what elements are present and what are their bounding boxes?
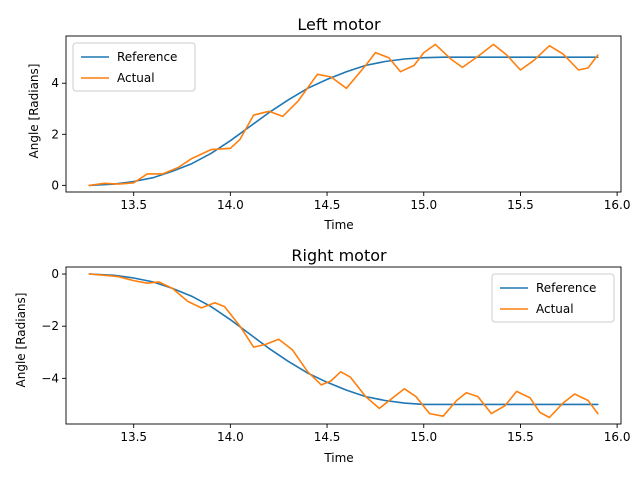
- chart-right-motor: Right motor 13.5 14.0 14.5 15.0 15.5 16.0 0 −2 −…: [14, 246, 630, 465]
- x-tick-label: 15.5: [507, 430, 534, 444]
- series-line-reference: [88, 273, 599, 406]
- plot-area: 13.5 14.0 14.5 15.0 15.5 16.0 0 2 4 Reference Actu…: [51, 35, 631, 212]
- chart-title: Left motor: [297, 15, 381, 34]
- x-tick-label: 14.5: [314, 430, 341, 444]
- x-tick-label: 15.0: [410, 198, 437, 212]
- legend-box: [491, 273, 615, 323]
- series-line-actual: [88, 43, 599, 187]
- chart-left-motor: Left motor 13.5 14.0 14.5 15.0 15.5 16.0 0 2 4 Re…: [27, 15, 630, 232]
- x-axis-label: Time: [323, 218, 353, 232]
- y-tick-label: 0: [51, 178, 59, 192]
- x-tick-label: 15.0: [410, 430, 437, 444]
- x-tick-label: 13.5: [120, 430, 147, 444]
- legend-label-reference: Reference: [117, 50, 177, 64]
- x-tick-label: 13.5: [120, 198, 147, 212]
- legend: Reference Actual: [491, 273, 615, 323]
- y-tick-label: 2: [51, 127, 59, 141]
- y-tick-label: −4: [41, 371, 59, 385]
- x-tick-label: 14.0: [217, 430, 244, 444]
- axes-frame: [65, 35, 622, 193]
- y-tick-label: −2: [41, 319, 59, 333]
- legend-label-actual: Actual: [117, 71, 155, 85]
- plot-area: 13.5 14.0 14.5 15.0 15.5 16.0 0 −2 −4 Reference Ac…: [41, 266, 631, 444]
- series-line-actual: [88, 273, 599, 419]
- x-tick-label: 16.0: [604, 198, 631, 212]
- x-axis-label: Time: [323, 451, 353, 465]
- y-axis-label: Angle [Radians]: [27, 64, 41, 159]
- legend: Reference Actual: [72, 42, 196, 92]
- x-tick-label: 14.0: [217, 198, 244, 212]
- y-axis-label: Angle [Radians]: [14, 293, 28, 388]
- chart-title: Right motor: [291, 246, 387, 265]
- legend-label-actual: Actual: [536, 302, 574, 316]
- legend-box: [72, 42, 196, 92]
- axes-frame: [65, 266, 622, 425]
- y-tick-label: 0: [51, 267, 59, 281]
- x-tick-label: 16.0: [604, 430, 631, 444]
- x-tick-label: 14.5: [314, 198, 341, 212]
- y-tick-label: 4: [51, 76, 59, 90]
- x-tick-label: 15.5: [507, 198, 534, 212]
- legend-label-reference: Reference: [536, 281, 596, 295]
